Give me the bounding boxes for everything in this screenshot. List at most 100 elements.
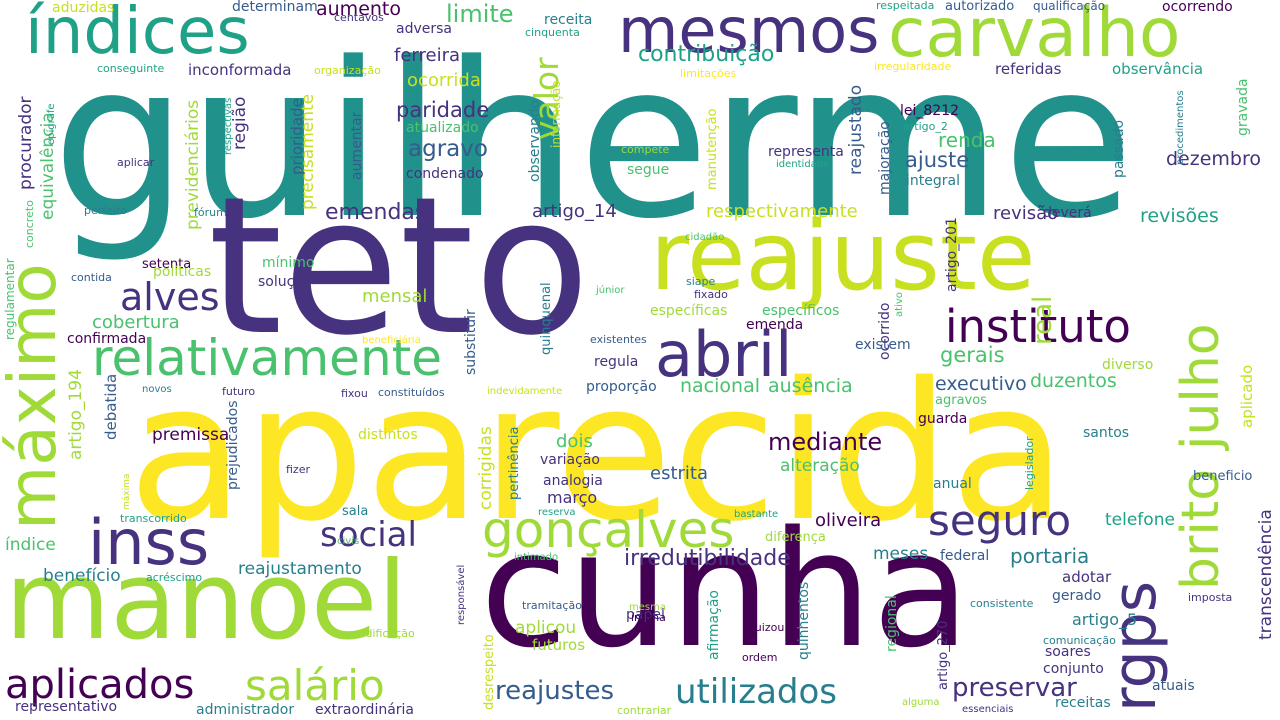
word-brito: brito <box>1171 468 1231 590</box>
word-afirmacao: afirmação <box>706 590 722 660</box>
word-desrespeito: desrespeito <box>482 634 497 710</box>
word-ajuizou: ajuizou <box>745 621 785 634</box>
word-guarda: guarda <box>918 411 968 427</box>
word-inconformada: inconformada <box>188 61 292 79</box>
word-epigrafe: epígrafe <box>46 103 57 145</box>
word-imposta: imposta <box>1188 591 1233 604</box>
word-artigo-2: artigo_2 <box>903 120 948 133</box>
word-diferenca: diferença <box>765 530 826 545</box>
word-federal: federal <box>940 548 990 564</box>
word-conseguinte: conseguinte <box>97 62 165 75</box>
word-social: social <box>320 515 417 555</box>
word-contribuicao: contribuição <box>638 42 775 67</box>
word-reajustamento: reajustamento <box>238 559 362 579</box>
word-beneficio: benefício <box>43 566 121 586</box>
word-telefone: telefone <box>1105 510 1175 530</box>
word-cinquenta: cinquenta <box>525 26 580 39</box>
word-forum: fórum <box>194 206 227 219</box>
word-julho: julho <box>1171 323 1231 450</box>
word-beneficio: beneficio <box>1193 469 1253 484</box>
word-utilizados: utilizados <box>675 672 837 712</box>
word-procedimentos: procedimentos <box>1175 90 1186 165</box>
word-preservar: preservar <box>952 673 1077 703</box>
word-estrita: estrita <box>650 463 708 484</box>
word-artigo-270: artigo_270 <box>936 620 951 690</box>
word-observando: observando <box>527 99 543 182</box>
word-setenta: setenta <box>142 257 192 272</box>
word-abril: abril <box>655 318 793 391</box>
word-legislador: legislador <box>1023 436 1036 490</box>
word-quinquenal: quinquenal <box>539 282 554 355</box>
word-ocorrendo: ocorrendo <box>1162 0 1233 15</box>
word-irredutibilidade: irredutibilidade <box>624 546 791 571</box>
word-aduzidas: aduzidas <box>52 0 115 16</box>
word-analogia: analogia <box>543 473 603 489</box>
word-aumentar: aumentar <box>349 111 365 180</box>
word-especificos: específicos <box>762 303 840 319</box>
word-nacional: nacional <box>680 375 760 397</box>
word-artigo-5: artigo_5 <box>1072 610 1138 629</box>
word-indice: índice <box>5 535 56 555</box>
word-limite: limite <box>446 0 514 28</box>
word-segue: segue <box>627 162 670 178</box>
word-teto: teto <box>208 156 591 377</box>
word-meses: meses <box>873 544 929 564</box>
word-concreto: concreto <box>23 200 36 248</box>
word-reajuste: reajuste <box>650 202 1036 312</box>
word-anual: anual <box>933 476 972 492</box>
word-lei-8212: lei_8212 <box>900 103 960 119</box>
word-contida: contida <box>71 271 112 284</box>
word-perfeito: perfeito <box>84 204 128 217</box>
word-aplicar: aplicar <box>117 156 155 169</box>
word-solucao: solução <box>258 274 312 290</box>
word-essenciais: essenciais <box>962 704 1014 715</box>
word-constituidos: constituídos <box>378 386 445 399</box>
word-mesma: mesma <box>629 602 666 613</box>
word-adotar: adotar <box>1062 568 1112 586</box>
word-reajustes: reajustes <box>495 676 615 706</box>
word-civis: civis <box>337 536 360 547</box>
word-reserva: reserva <box>538 507 576 518</box>
word-manoel: manoel <box>5 539 408 664</box>
word-transcorrido: transcorrido <box>120 512 187 525</box>
word-regulamentar: regulamentar <box>3 258 17 340</box>
word-proporcao: proporção <box>586 379 657 395</box>
word-cobertura: cobertura <box>92 312 180 333</box>
word-pertinencia: pertinência <box>507 426 522 500</box>
word-manutencao: manutenção <box>705 108 720 190</box>
word-representa: representa <box>768 144 844 160</box>
word-administrador: administrador <box>196 702 295 718</box>
word-agravo: agravo <box>408 136 488 162</box>
word-renda: renda <box>938 128 996 152</box>
word-fixou: fixou <box>341 387 368 400</box>
word-autorizado: autorizado <box>945 0 1015 14</box>
word-artigo-14: artigo_14 <box>532 201 617 222</box>
word-prejudicados: prejudicados <box>225 400 241 490</box>
word-acrescimo: acréscimo <box>146 571 203 584</box>
word-indevidamente: indevidamente <box>487 386 563 397</box>
word-soares: soares <box>1045 644 1091 660</box>
word-comunicacao: comunicação <box>1043 634 1116 647</box>
word-alteracao: alteração <box>780 456 860 476</box>
word-aumento: aumento <box>316 0 401 20</box>
word-revisoes: revisões <box>1140 205 1219 227</box>
word-majoracao: majoração <box>877 121 893 195</box>
word-quinhentos: quinhentos <box>796 581 812 660</box>
word-tramitacao: tramitação <box>522 599 582 612</box>
word-duzentos: duzentos <box>1030 370 1117 392</box>
word-ferreira: ferreira <box>394 45 461 66</box>
word-conjunto: conjunto <box>1043 661 1104 677</box>
word-variacao: variação <box>540 452 600 468</box>
word-identidade: identidade <box>776 159 830 170</box>
word-portaria: portaria <box>1010 544 1090 568</box>
word-seguro: seguro <box>928 496 1072 545</box>
word-atuais: atuais <box>1152 678 1195 694</box>
word-emendas: emendas <box>325 200 427 225</box>
word-indices: índices <box>25 0 250 69</box>
word-relativamente: relativamente <box>92 329 442 387</box>
word-ajuste: ajuste <box>905 148 970 172</box>
word-alves: alves <box>120 275 220 319</box>
word-intima: íntima <box>631 611 666 624</box>
word-limitacoes: limitações <box>680 67 737 80</box>
